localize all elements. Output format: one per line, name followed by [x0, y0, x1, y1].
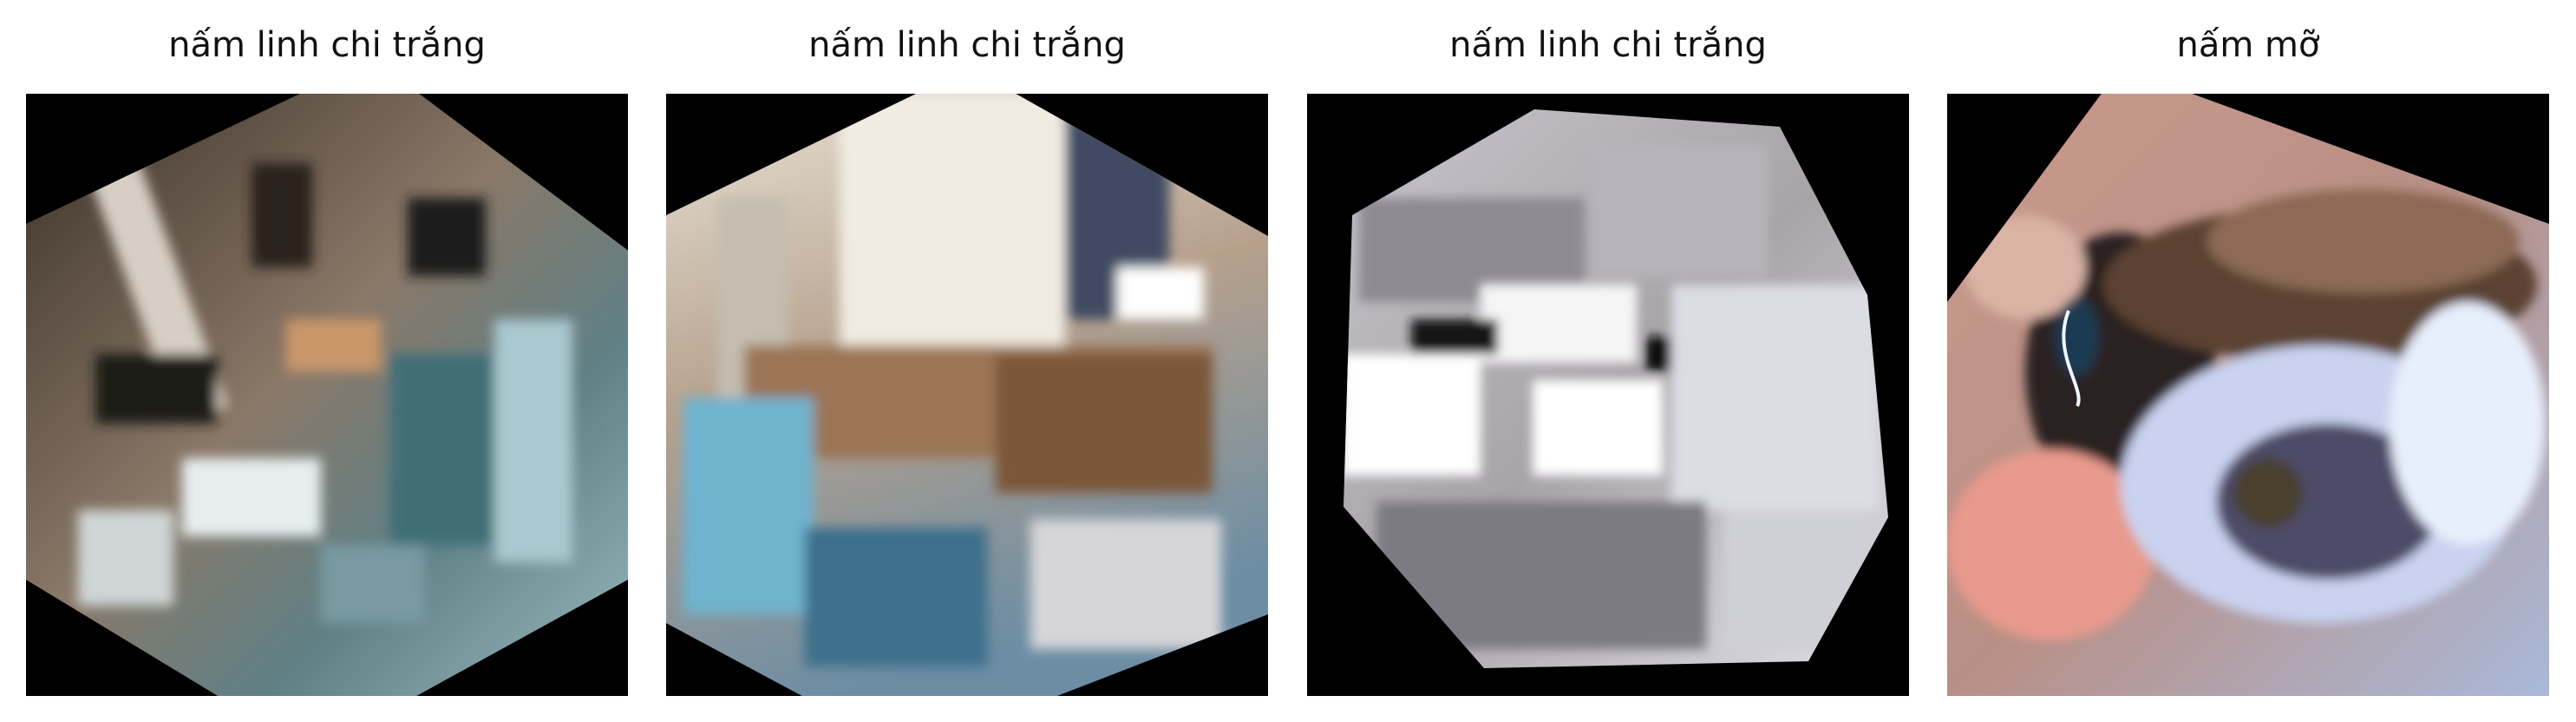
mushroom-image — [26, 94, 628, 696]
mushroom-image — [666, 94, 1268, 696]
image-panel-4: nấm mỡ — [1947, 0, 2549, 722]
image-panel-2: nấm linh chi trắng — [666, 0, 1268, 722]
panel-title: nấm linh chi trắng — [168, 25, 486, 65]
image-panel-3: nấm linh chi trắng — [1307, 0, 1909, 722]
panel-title: nấm linh chi trắng — [1449, 25, 1767, 65]
panel-title: nấm linh chi trắng — [808, 25, 1126, 65]
panel-title: nấm mỡ — [2176, 25, 2320, 65]
mushroom-image — [1947, 94, 2549, 696]
image-panel-1: nấm linh chi trắng — [26, 0, 628, 722]
mushroom-image — [1307, 94, 1909, 696]
